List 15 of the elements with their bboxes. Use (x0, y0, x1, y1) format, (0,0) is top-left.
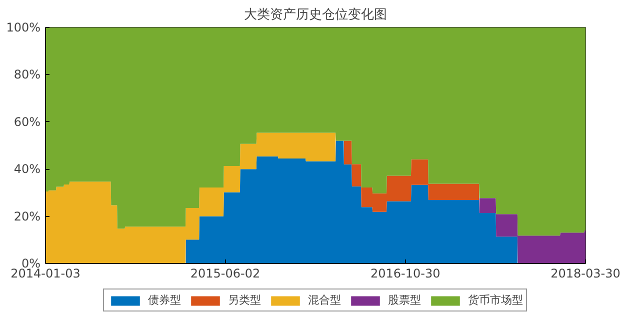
legend-label: 货币市场型 (468, 292, 523, 308)
x-tick-label: 2016-10-30 (370, 266, 440, 280)
legend-label: 股票型 (388, 292, 421, 308)
x-tick-label: 2014-01-03 (10, 266, 80, 280)
y-tick-label: 100% (6, 20, 41, 34)
legend-label: 混合型 (308, 292, 341, 308)
y-tick-label: 80% (14, 68, 40, 82)
y-tick-label: 60% (14, 114, 40, 129)
legend-label: 另类型 (228, 292, 261, 308)
legend-label: 债券型 (148, 292, 181, 308)
y-tick-label: 20% (14, 209, 40, 224)
x-tick-label: 2015-06-02 (190, 266, 260, 280)
x-tick-label: 2018-03-30 (550, 266, 620, 280)
y-tick-label: 40% (14, 162, 40, 176)
chart-title: 大类资产历史仓位变化图 (244, 8, 387, 22)
